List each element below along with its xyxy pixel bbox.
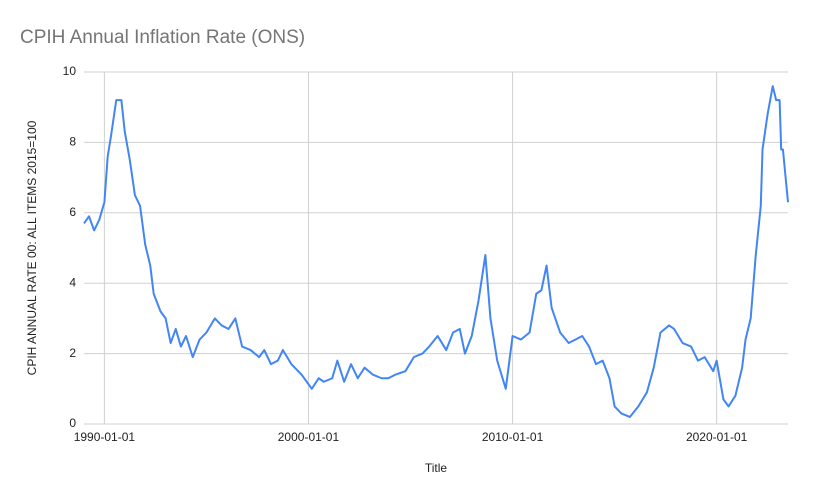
- y-tick-label: 0: [69, 416, 76, 430]
- y-tick-label: 4: [69, 275, 76, 289]
- y-tick-label: 6: [69, 205, 76, 219]
- chart-title: CPIH Annual Inflation Rate (ONS): [20, 27, 305, 48]
- y-axis-label: CPIH ANNUAL RATE 00: ALL ITEMS 2015=100: [25, 120, 39, 375]
- x-tick-label: 2020-01-01: [686, 430, 748, 444]
- x-tick-label: 1990-01-01: [74, 430, 136, 444]
- y-tick-label: 2: [69, 346, 76, 360]
- y-tick-label: 8: [69, 135, 76, 149]
- x-tick-label: 2010-01-01: [482, 430, 544, 444]
- y-tick-label: 10: [63, 64, 77, 78]
- x-axis-label: Title: [425, 461, 448, 475]
- data-line: [83, 85, 789, 418]
- x-tick-label: 2000-01-01: [278, 430, 340, 444]
